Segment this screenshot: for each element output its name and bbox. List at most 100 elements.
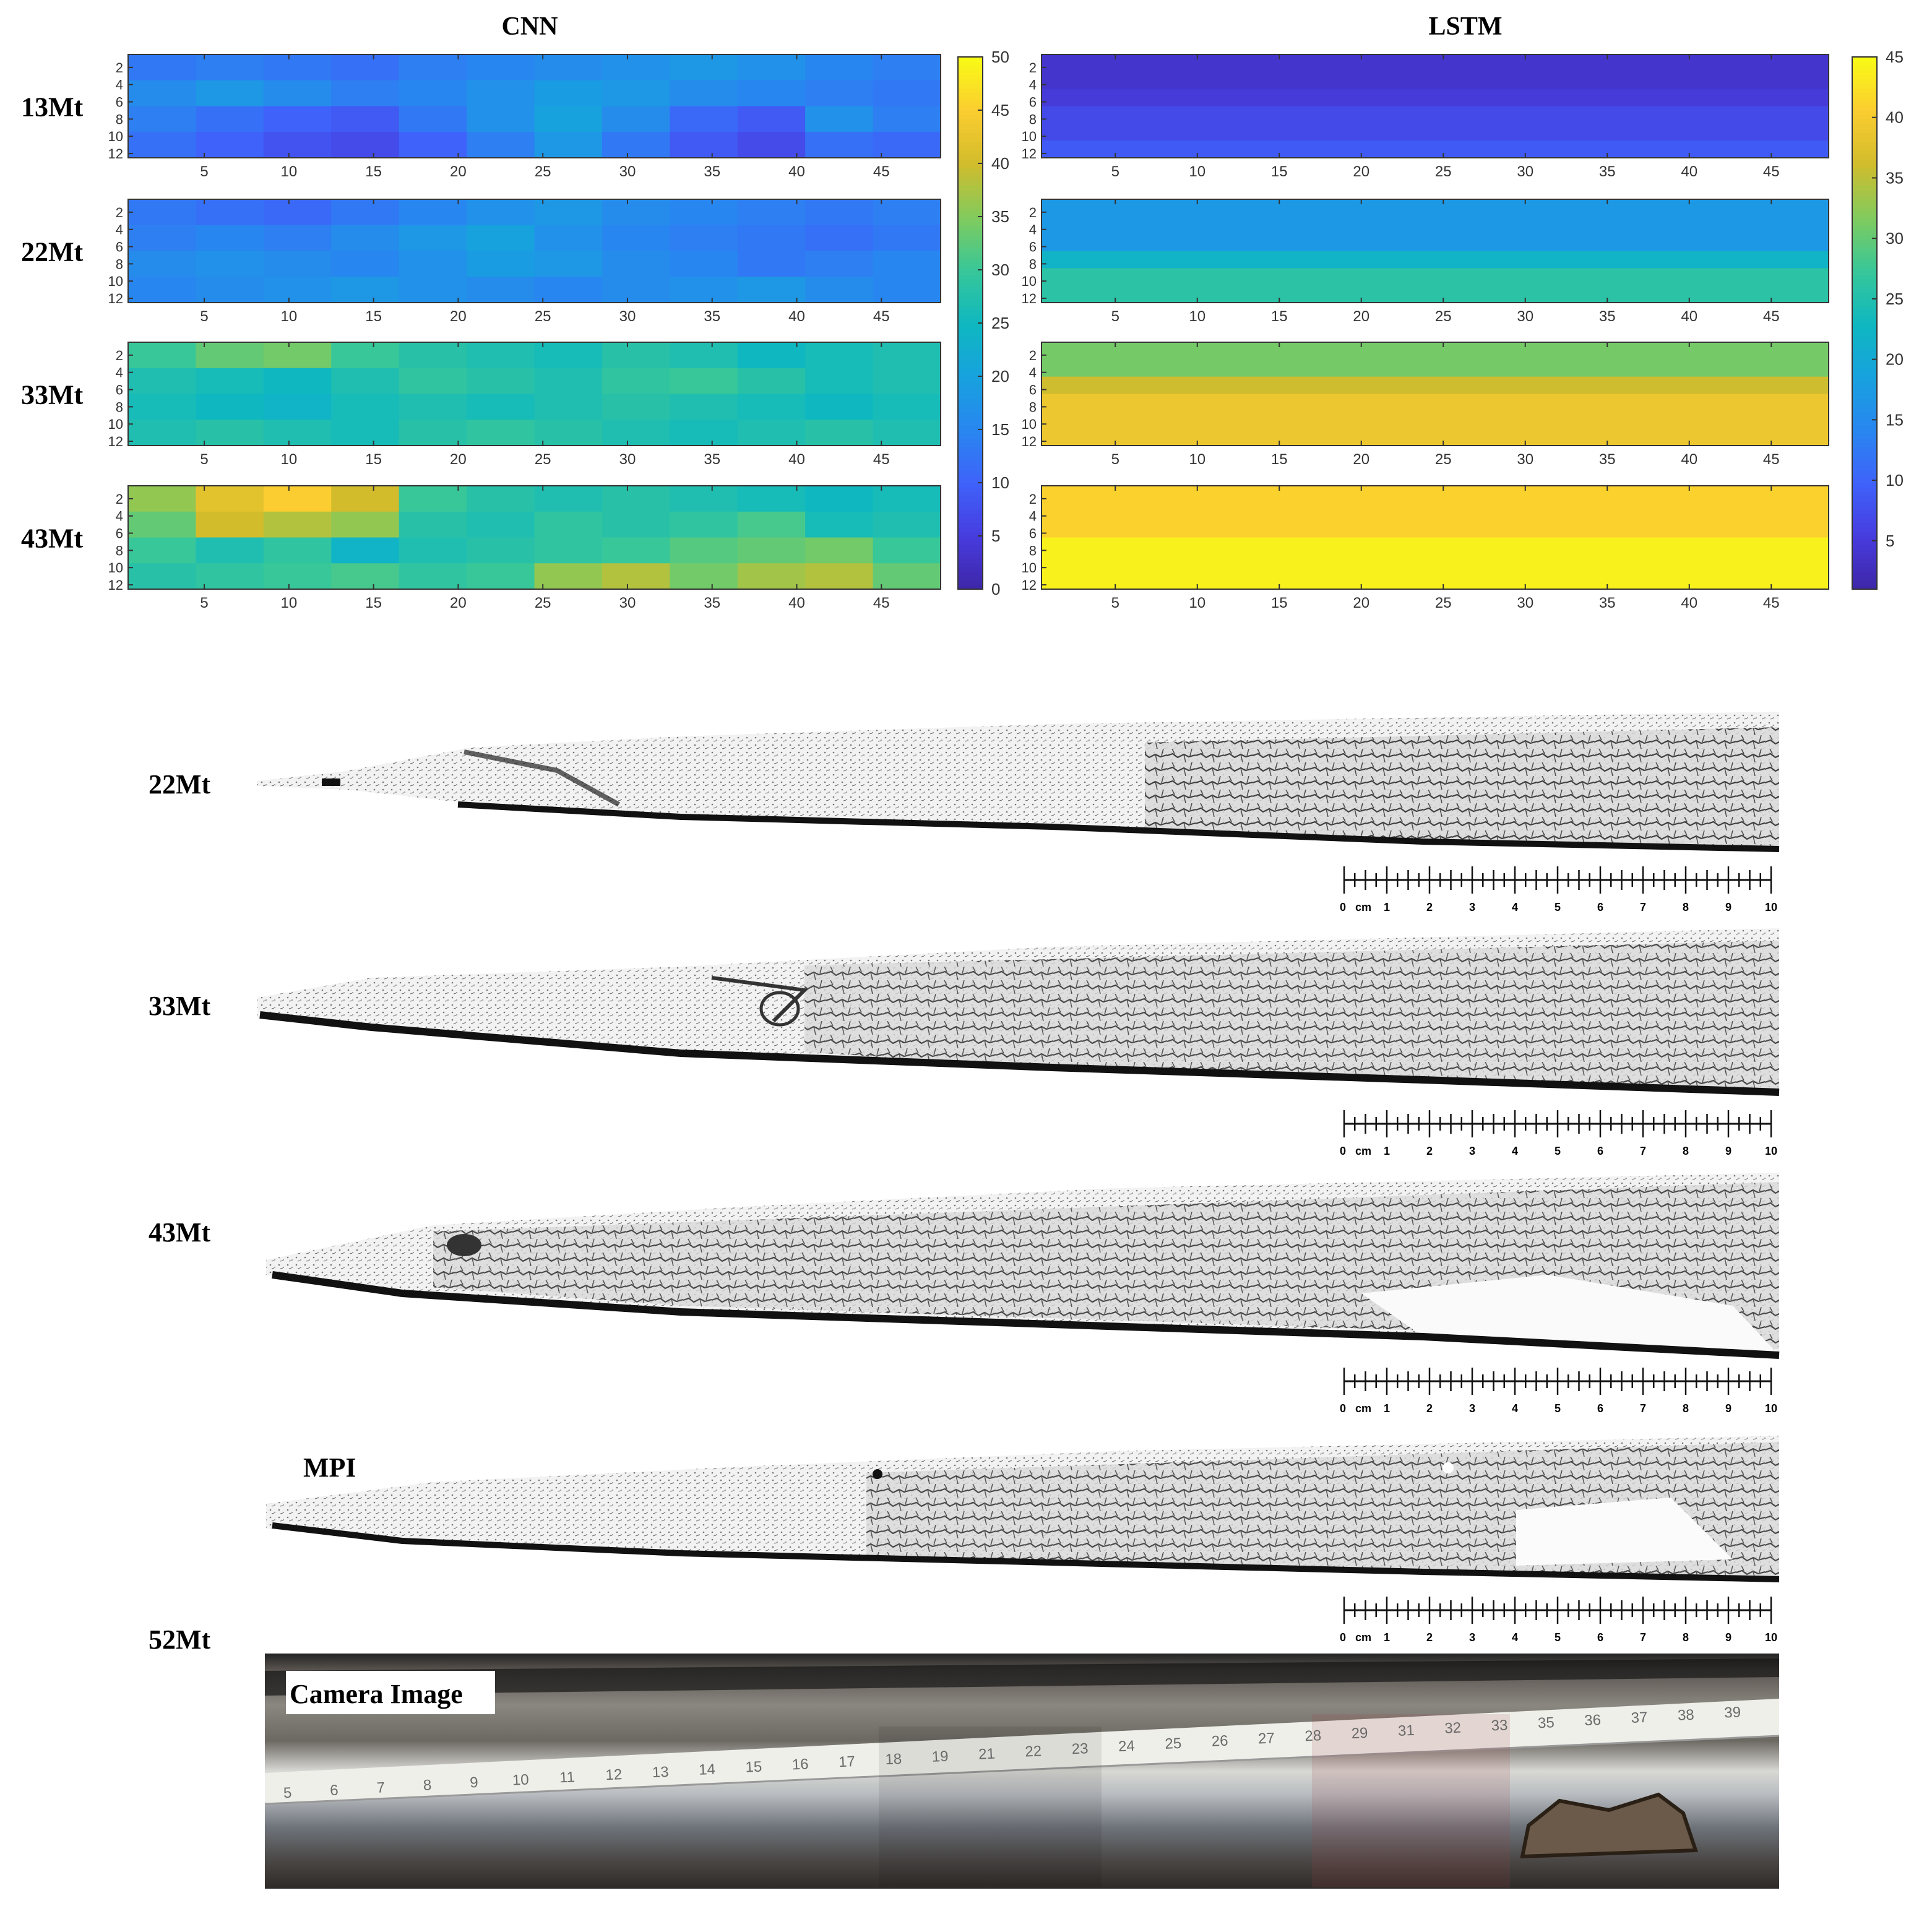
scale-tick-label: 8 (1683, 1145, 1689, 1157)
heatmap-cell (873, 54, 941, 81)
colorbar-segment (1852, 141, 1877, 147)
camera-ruler-number: 6 (330, 1782, 339, 1800)
y-tick-label: 8 (116, 111, 123, 127)
heatmap-cell (737, 106, 806, 132)
heatmap-cell (873, 342, 941, 369)
x-tick-label: 25 (1435, 163, 1452, 180)
colorbar-segment (958, 407, 983, 413)
scale-tick-label: 6 (1597, 1145, 1603, 1157)
x-tick-label: 15 (365, 163, 382, 180)
heatmap-cell (873, 486, 941, 512)
colorbar-segment (958, 150, 983, 155)
heatmap-cell (196, 199, 264, 226)
x-tick-label: 15 (1271, 451, 1288, 468)
scale-tick-label: 3 (1469, 1145, 1475, 1157)
scale-tick-label: 9 (1725, 1402, 1731, 1415)
heatmap-cell (196, 394, 264, 420)
heatmap-cell (263, 368, 332, 395)
heatmap-cell (670, 132, 738, 158)
scale-bar: 0 1 2 3 4 5 6 7 8 9 10 cm (1340, 1597, 1777, 1644)
colorbar-segment (1852, 314, 1877, 319)
colorbar-segment (1852, 536, 1877, 541)
colorbar-segment (1852, 309, 1877, 315)
x-tick-label: 25 (535, 163, 551, 180)
colorbar-segment (958, 84, 983, 88)
scale-tick-label: 10 (1765, 1402, 1777, 1415)
heatmap-band (1041, 251, 1829, 269)
colorbar-segment (958, 119, 983, 124)
heatmap-cell (467, 277, 535, 303)
heatmap-cell (805, 251, 874, 277)
scale-tick-label: 5 (1555, 901, 1561, 913)
x-tick-label: 5 (200, 451, 208, 468)
heatmap-cell (263, 80, 332, 107)
scale-tick-label: 8 (1683, 1402, 1689, 1415)
heatmap-cell (399, 225, 467, 252)
colorbar-tick-label: 25 (991, 314, 1009, 332)
colorbar-segment (958, 265, 983, 270)
heatmap-cell (331, 54, 400, 81)
colorbar-segment (1852, 465, 1877, 470)
scale-tick-label: 6 (1597, 901, 1603, 913)
colorbar-segment (1852, 416, 1877, 421)
heatmap-cell (602, 511, 670, 538)
colorbar-segment (958, 230, 983, 235)
x-tick-label: 45 (873, 595, 890, 611)
heatmap-cell (196, 54, 264, 81)
colorbar-segment (958, 545, 983, 550)
x-tick-label: 15 (1271, 163, 1288, 180)
colorbar-segment (1852, 194, 1877, 200)
camera-image-label: Camera Image (290, 1679, 463, 1709)
y-tick-label: 4 (1029, 77, 1037, 93)
scale-tick-label: 6 (1597, 1402, 1603, 1415)
colorbar-segment (1852, 389, 1877, 395)
colorbar-segment (958, 553, 983, 559)
colorbar-segment (958, 509, 983, 514)
scan-label-43mt: 43Mt (149, 1217, 211, 1248)
colorbar-segment (1852, 57, 1877, 62)
colorbar-segment (1852, 74, 1877, 80)
colorbar-segment (958, 305, 983, 311)
scale-bar: 0 1 2 3 4 5 6 7 8 9 10 cm (1340, 1110, 1777, 1157)
heatmap-cell (399, 486, 467, 512)
heatmap-cell (805, 342, 874, 369)
colorbar-segment (1852, 438, 1877, 444)
heatmap-cell (331, 80, 400, 107)
scale-tick-label: 1 (1384, 901, 1390, 913)
x-tick-label: 40 (788, 163, 805, 180)
scale-unit-label: cm (1355, 901, 1371, 913)
colorbar-segment (958, 190, 983, 195)
x-tick-label: 20 (1353, 308, 1369, 325)
heatmap-cell (128, 394, 197, 420)
heatmap-cell (737, 394, 806, 420)
heatmap-frame (127, 199, 941, 303)
x-tick-label: 40 (1681, 163, 1697, 180)
heatmap-cell (128, 251, 197, 277)
camera-ruler-number: 28 (1305, 1727, 1322, 1744)
heatmap-cell (670, 80, 738, 107)
scale-unit-label: cm (1355, 1631, 1371, 1644)
colorbar-segment (1852, 496, 1877, 501)
scale-tick-label: 3 (1469, 901, 1475, 913)
heatmap-cell (467, 106, 535, 132)
colorbar-segment (958, 158, 983, 164)
colorbar-tick-label: 10 (991, 473, 1009, 492)
colorbar-segment (1852, 318, 1877, 324)
heatmap-cell (670, 277, 738, 303)
x-tick-label: 30 (619, 451, 636, 468)
colorbar-segment (958, 132, 983, 137)
colorbar-segment (1852, 527, 1877, 532)
colorbar-segment (1852, 580, 1877, 585)
heatmap-cell (805, 394, 874, 420)
heatmap-band (1041, 376, 1829, 395)
heatmap-band (1041, 537, 1829, 590)
colorbar-tick-label: 20 (991, 367, 1009, 386)
heatmap-cell (399, 80, 467, 107)
scale-unit-label: cm (1355, 1145, 1371, 1157)
colorbar-segment (1852, 522, 1877, 528)
colorbar-segment (1852, 278, 1877, 284)
x-tick-label: 40 (1681, 308, 1697, 325)
row-label-22mt: 22Mt (21, 237, 84, 267)
